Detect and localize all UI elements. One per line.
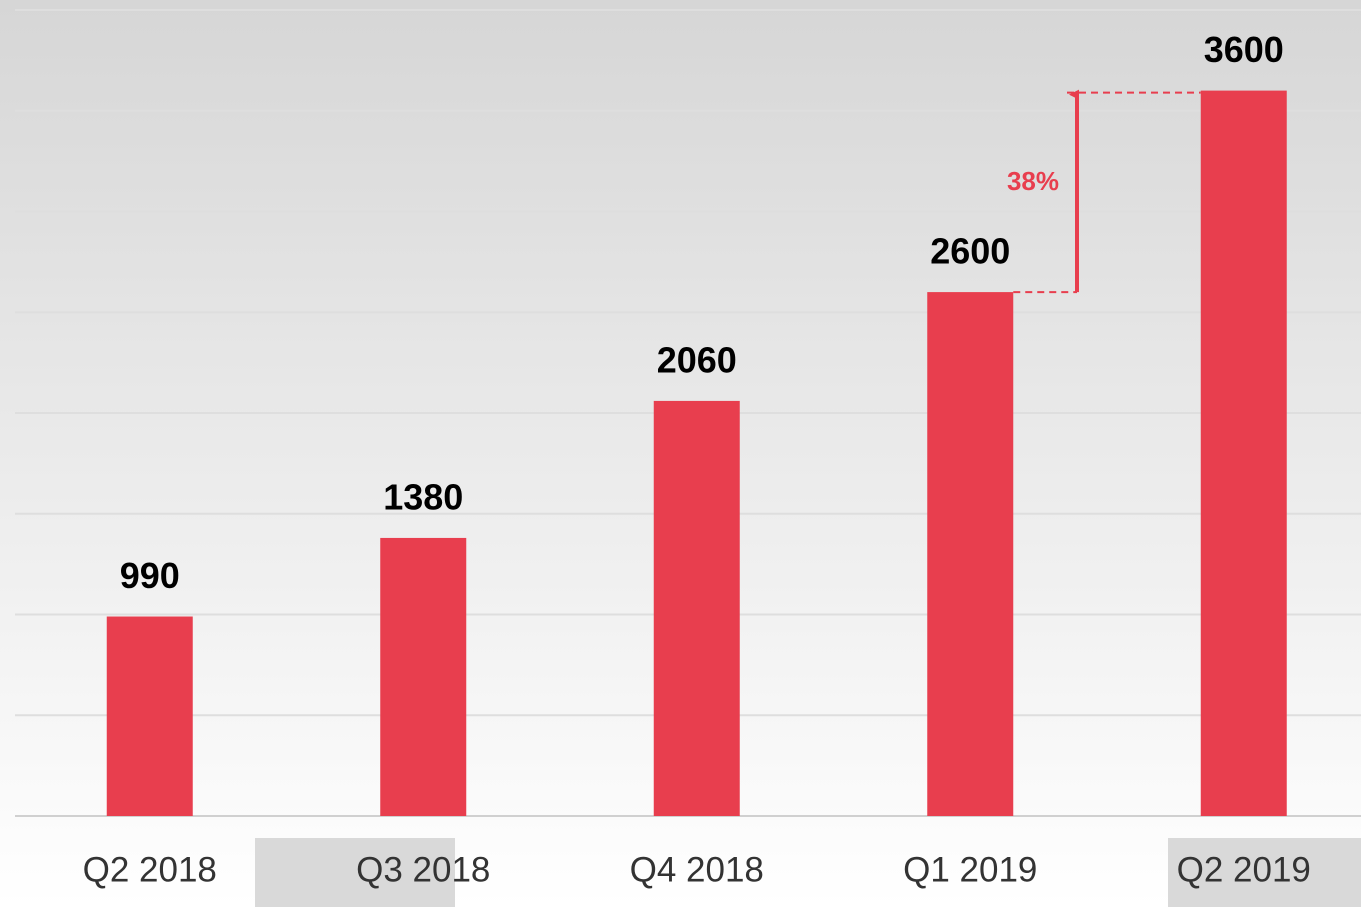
label-highlight [1168,838,1361,907]
bar [927,292,1014,817]
bar [1200,90,1287,817]
label-highlight [255,838,455,907]
value-label: 990 [120,555,180,596]
x-tick-label: Q1 2019 [903,850,1037,889]
annotation-label: 38% [1007,166,1059,196]
bar [380,537,467,816]
value-label: 1380 [383,476,463,517]
x-tick-label: Q2 2019 [1177,850,1311,889]
value-label: 2060 [657,339,737,380]
bar [106,616,193,816]
value-label: 2600 [930,231,1010,272]
x-tick-label: Q4 2018 [630,850,764,889]
x-tick-label: Q2 2018 [83,850,217,889]
bar [653,400,740,816]
value-label: 3600 [1204,29,1284,70]
x-tick-label: Q3 2018 [356,850,490,889]
